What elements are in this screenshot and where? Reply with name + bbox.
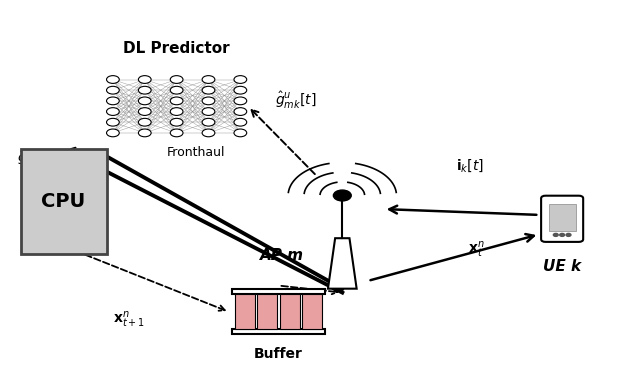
Text: DL Predictor: DL Predictor [124,41,230,56]
Text: UE k: UE k [543,259,581,274]
Circle shape [106,97,119,105]
Circle shape [106,129,119,137]
Circle shape [202,118,215,126]
Circle shape [202,129,215,137]
Text: $\mathbf{i}_k[t]$: $\mathbf{i}_k[t]$ [456,157,484,174]
Circle shape [138,108,151,115]
Circle shape [234,75,246,83]
FancyBboxPatch shape [280,294,300,330]
Text: $\mathbf{x}^n_t$: $\mathbf{x}^n_t$ [468,240,484,260]
Circle shape [138,118,151,126]
Circle shape [554,233,558,237]
FancyBboxPatch shape [541,196,583,242]
FancyBboxPatch shape [548,204,575,231]
Circle shape [202,97,215,105]
Text: CPU: CPU [42,192,86,211]
Circle shape [170,118,183,126]
Circle shape [138,129,151,137]
Circle shape [138,86,151,94]
Circle shape [106,75,119,83]
Circle shape [170,75,183,83]
Circle shape [170,129,183,137]
Text: $\mathbf{x}^n_{t+1}$: $\mathbf{x}^n_{t+1}$ [113,310,145,330]
FancyBboxPatch shape [257,294,277,330]
FancyBboxPatch shape [232,289,324,294]
FancyBboxPatch shape [20,149,106,254]
Circle shape [202,75,215,83]
Circle shape [106,108,119,115]
Circle shape [234,129,246,137]
Text: $\hat{g}^u_{mk}[t]$: $\hat{g}^u_{mk}[t]$ [275,90,317,111]
Circle shape [202,108,215,115]
Circle shape [234,108,246,115]
Text: $\tilde{g}^u_{mk}[t+1]$: $\tilde{g}^u_{mk}[t+1]$ [17,150,82,168]
Circle shape [106,86,119,94]
FancyBboxPatch shape [232,330,324,334]
Circle shape [566,233,571,237]
FancyBboxPatch shape [235,294,255,330]
Circle shape [234,97,246,105]
Circle shape [202,86,215,94]
Circle shape [170,86,183,94]
Circle shape [234,118,246,126]
FancyBboxPatch shape [302,294,322,330]
Polygon shape [328,238,356,289]
Circle shape [170,97,183,105]
Circle shape [234,86,246,94]
Text: AP m: AP m [260,248,304,263]
Circle shape [560,233,564,237]
Circle shape [170,108,183,115]
Circle shape [138,97,151,105]
Circle shape [333,190,351,201]
Circle shape [138,75,151,83]
Text: Fronthaul: Fronthaul [166,145,225,159]
Text: Buffer: Buffer [254,347,303,361]
Circle shape [106,118,119,126]
